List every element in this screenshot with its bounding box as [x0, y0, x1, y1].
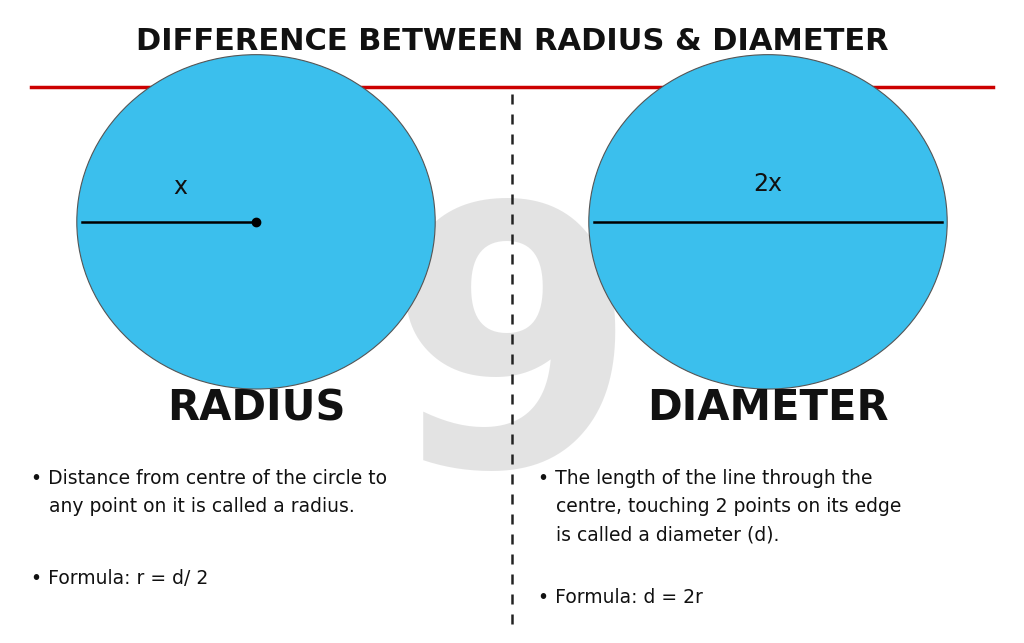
Text: RADIUS: RADIUS: [167, 387, 345, 430]
Text: 2x: 2x: [754, 172, 782, 196]
Ellipse shape: [77, 55, 435, 389]
Text: • Formula: d = 2r: • Formula: d = 2r: [538, 588, 702, 608]
Text: DIFFERENCE BETWEEN RADIUS & DIAMETER: DIFFERENCE BETWEEN RADIUS & DIAMETER: [136, 27, 888, 57]
Text: DIAMETER: DIAMETER: [647, 387, 889, 430]
Text: • Distance from centre of the circle to
   any point on it is called a radius.: • Distance from centre of the circle to …: [31, 469, 387, 516]
Ellipse shape: [589, 55, 947, 389]
Text: • Formula: r = d/ 2: • Formula: r = d/ 2: [31, 569, 208, 588]
Text: • The length of the line through the
   centre, touching 2 points on its edge
  : • The length of the line through the cen…: [538, 469, 901, 545]
Text: 9: 9: [386, 192, 638, 541]
Text: x: x: [174, 176, 187, 199]
